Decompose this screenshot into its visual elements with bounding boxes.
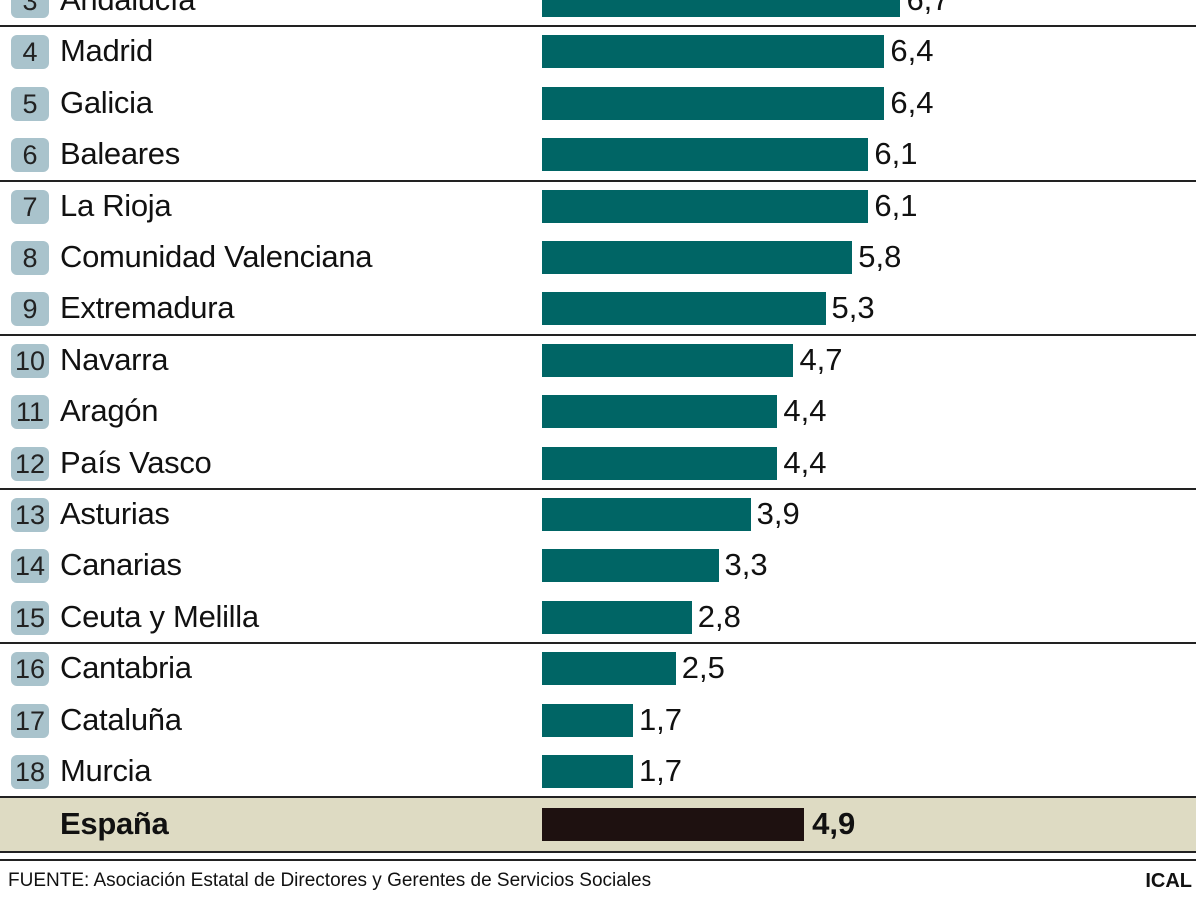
region-label: Andalucía [60,0,195,19]
group-divider [0,25,1196,28]
region-label: Ceuta y Melilla [60,598,259,634]
chart-row: 13 Asturias 3,9 [0,489,1200,540]
group-divider [0,179,1196,182]
rank-badge: 6 [11,138,49,173]
total-bar [542,808,805,842]
source-note: FUENTE: Asociación Estatal de Directores… [8,870,652,891]
region-label: Cantabria [60,650,192,686]
value-label: 2,8 [697,598,741,634]
value-label: 4,4 [783,393,827,429]
value-label: 6,1 [874,136,918,172]
bar [542,241,853,274]
chart-row: 7 La Rioja 6,1 [0,181,1200,232]
value-label: 4,7 [799,341,843,377]
value-label: 6,4 [890,84,934,120]
bar [542,600,692,634]
chart-row: 9 Extremadura 5,3 [0,283,1200,334]
rank-badge: 5 [11,86,49,121]
value-label: 6,4 [890,33,934,69]
bar [542,703,633,737]
footer-rule [0,859,1196,861]
rank-badge: 18 [11,755,49,789]
chart-row: 6 Baleares 6,1 [0,129,1200,180]
rank-badge: 15 [11,600,49,635]
total-value-label: 4,9 [812,806,856,842]
value-label: 6,7 [906,0,949,19]
region-label: País Vasco [60,444,212,480]
value-label: 1,7 [638,701,683,737]
rank-badge: 10 [11,343,49,378]
region-label: Murcia [60,753,152,788]
brand-logo: ICAL [1145,870,1192,892]
group-divider [0,488,1196,490]
chart-row: 11 Aragón 4,4 [0,386,1200,437]
rank-badge: 3 [11,0,49,18]
bar [542,755,633,788]
chart-row: 15 Ceuta y Melilla 2,8 [0,592,1200,643]
chart-row: 12 País Vasco 4,4 [0,438,1200,489]
value-label: 3,9 [756,496,800,531]
total-label: España [60,806,169,842]
total-row: España 4,9 [0,799,1200,850]
value-label: 3,3 [724,547,768,583]
value-label: 5,3 [831,290,875,326]
chart-row: 18 Murcia 1,7 [0,746,1200,797]
value-label: 1,7 [638,753,683,788]
region-label: Aragón [60,393,159,429]
bar [542,292,826,326]
rank-badge: 17 [11,703,49,738]
bar [542,0,901,17]
chart-row: 8 Comunidad Valenciana 5,8 [0,232,1200,283]
bar [542,498,751,531]
bar [542,138,869,172]
bar [542,549,719,583]
region-label: Navarra [60,341,169,377]
rank-badge: 11 [11,395,49,430]
rank-badge: 12 [11,446,49,481]
chart-row: 3 Andalucía 6,7 [0,0,1200,26]
bar [542,652,676,686]
region-label: La Rioja [60,187,172,223]
value-label: 2,5 [681,650,725,686]
rank-badge: 14 [11,549,49,584]
bar [542,446,778,480]
region-label: Asturias [60,496,170,531]
rank-badge: 8 [11,241,49,275]
bar [542,395,778,429]
chart-row: 14 Canarias 3,3 [0,540,1200,591]
rank-badge: 4 [11,35,49,70]
value-label: 4,4 [783,444,827,480]
value-label: 5,8 [858,239,902,274]
chart-row: 10 Navarra 4,7 [0,335,1200,386]
bar [542,189,869,223]
group-divider [0,642,1196,645]
rank-badge: 9 [11,292,49,327]
region-label: Extremadura [60,290,235,326]
chart-row: 5 Galicia 6,4 [0,78,1200,129]
rank-badge: 16 [11,652,49,687]
region-label: Comunidad Valenciana [60,239,373,274]
region-label: Madrid [60,33,153,69]
chart-row: 4 Madrid 6,4 [0,26,1200,77]
bar-chart: 3 Andalucía 6,7 4 Madrid 6,4 5 Galicia 6,4 6 Balea… [0,0,1200,854]
value-label: 6,1 [874,187,918,223]
bar [542,86,885,120]
region-label: Baleares [60,136,180,172]
region-label: Cataluña [60,701,182,737]
rank-badge: 13 [11,498,49,532]
chart-row: 17 Cataluña 1,7 [0,695,1200,746]
group-divider [0,333,1196,336]
bar [542,35,885,69]
region-label: Canarias [60,547,182,583]
chart-row: 16 Cantabria 2,5 [0,643,1200,694]
rank-badge: 7 [11,189,49,224]
region-label: Galicia [60,84,153,120]
bar [542,343,794,377]
